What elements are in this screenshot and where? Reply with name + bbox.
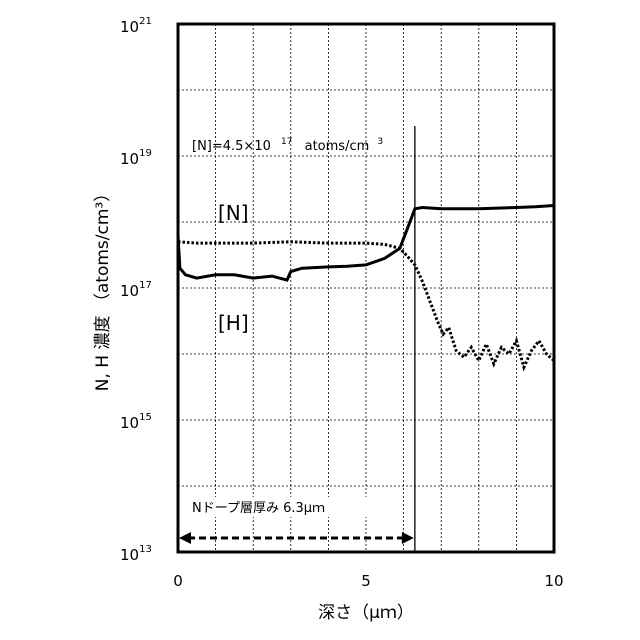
y-tick-label: 1021 [120,16,152,36]
y-axis-title: N, H 濃度 （atoms/cm³） [93,185,113,391]
x-tick-label: 10 [544,572,563,590]
n-level-text: [N]=4.5×10 [192,139,271,154]
grid-lines [178,24,554,552]
y-tick-label: 1017 [120,280,152,300]
layer-thickness-annotation: Nドープ層厚み 6.3μｍ [179,497,414,544]
h-series-label: [H] [218,311,249,335]
y-tick-label: 1019 [120,148,152,168]
arrow-head-right [402,532,414,544]
arrow-head-left [179,532,191,544]
x-tick-label: 0 [173,572,183,590]
n-level-annotation: [N]=4.5×10 17 atoms/cm 3 [192,133,383,154]
x-tick-label: 5 [361,572,371,590]
n-series-label: [N] [218,201,249,225]
x-axis-title: 深さ（μｍ） [318,603,414,623]
layer-thickness-label: Nドープ層厚み 6.3μｍ [192,501,325,516]
y-tick-label: 1013 [120,544,152,564]
n-level-unit-exponent: 3 [377,137,383,147]
n-level-unit: atoms/cm [305,139,370,154]
n-level-exponent: 17 [281,137,292,147]
y-tick-label: 1015 [120,412,152,432]
svg-text:[N]=4.5×10 17 atom: [N]=4.5×10 17 atoms/cm 3 [192,133,383,154]
